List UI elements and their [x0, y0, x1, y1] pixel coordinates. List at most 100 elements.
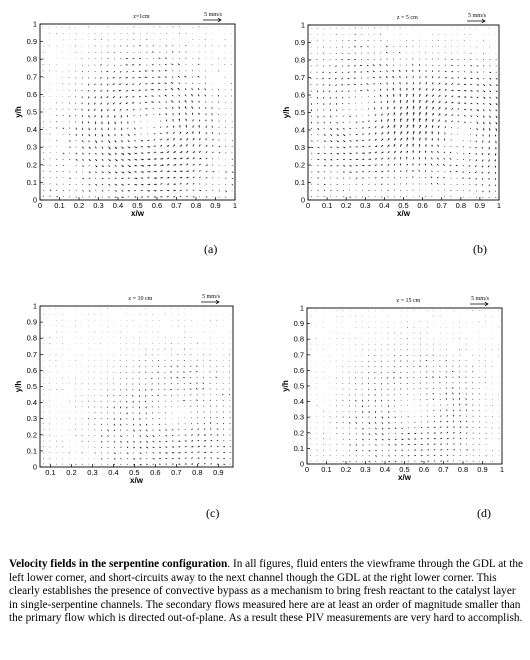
vector-arrow-head — [445, 101, 448, 103]
vector-arrow-head — [210, 427, 212, 430]
vector-arrow-head — [458, 108, 460, 110]
vector-arrow — [394, 394, 396, 396]
vector-arrow-head — [356, 177, 358, 179]
vector-arrow-head — [140, 447, 142, 449]
vector-arrow-head — [381, 126, 384, 128]
vector-arrow-head — [119, 96, 122, 99]
vector-arrow-head — [132, 418, 134, 420]
vector-arrow-head — [381, 138, 384, 141]
vector-arrow-head — [199, 163, 201, 165]
vector-arrow-head — [195, 388, 197, 390]
vector-arrow-head — [412, 75, 414, 78]
vector-arrow-head — [126, 109, 128, 111]
vector-arrow-head — [186, 143, 188, 146]
vector-arrow-head — [434, 438, 437, 440]
vector-arrow-head — [153, 452, 155, 454]
vector-arrow-head — [388, 411, 390, 414]
vector-arrow-head — [366, 64, 368, 67]
vector-arrow-head — [223, 457, 226, 459]
vector-arrow-head — [449, 158, 451, 160]
vector-arrow-head — [193, 151, 196, 153]
vector-arrow-head — [219, 145, 221, 147]
vector-arrow — [100, 429, 103, 431]
vector-arrow-head — [135, 152, 138, 155]
vector-arrow — [439, 365, 441, 367]
vector-arrow-head — [211, 440, 213, 442]
vector-arrow — [329, 416, 331, 418]
vector-arrow-head — [115, 171, 118, 174]
vector-arrow-head — [488, 147, 490, 150]
vector-arrow-head — [329, 97, 331, 100]
vector-arrow-head — [489, 116, 491, 118]
vector-arrow-head — [387, 118, 389, 121]
vector-arrow-head — [100, 90, 102, 92]
vector-arrow-head — [88, 116, 90, 118]
vector-arrow-head — [195, 382, 198, 384]
vector-arrow-head — [172, 118, 174, 121]
vector-arrow-head — [122, 159, 124, 161]
vector-arrow-head — [375, 151, 378, 153]
vector-arrow-head — [434, 454, 436, 456]
vector-arrow-head — [76, 153, 78, 155]
vector-arrow-head — [477, 90, 479, 92]
vector-arrow-head — [460, 438, 462, 439]
vector-arrow-head — [142, 171, 145, 173]
vector-arrow-head — [394, 417, 396, 419]
vector-arrow-head — [458, 89, 461, 92]
vector-arrow — [368, 438, 370, 440]
vector-arrow-head — [88, 140, 90, 143]
vector-arrow-head — [355, 417, 357, 419]
vector-arrow-head — [453, 431, 455, 433]
vector-field-d: 0 0.1 0.2 0.3 0.4 0.5 0.6 0.7 0.8 0.9 100.10.20.30… — [281, 296, 504, 482]
vector-arrow — [185, 57, 187, 59]
vector-arrow-head — [392, 93, 395, 96]
vector-arrow-head — [129, 153, 131, 155]
vector-arrow-head — [451, 71, 454, 73]
vector-arrow-head — [418, 117, 421, 121]
vector-arrow — [191, 70, 194, 72]
vector-arrow — [439, 387, 441, 390]
y-tick-label: 0.2 — [27, 430, 37, 439]
vector-arrow — [466, 437, 468, 440]
vector-arrow-head — [353, 83, 356, 86]
vector-arrow — [393, 183, 396, 185]
vector-arrow-head — [430, 176, 432, 178]
vector-arrow-head — [176, 377, 178, 379]
vector-arrow-head — [434, 443, 436, 445]
vector-arrow-head — [134, 189, 137, 192]
vector-arrow-head — [368, 422, 371, 425]
vector-arrow-head — [375, 120, 377, 122]
vector-arrow-head — [157, 394, 159, 396]
vector-arrow — [107, 64, 109, 66]
vector-arrow-head — [375, 138, 377, 141]
vector-arrow-head — [441, 449, 443, 451]
vector-arrow-head — [366, 71, 368, 73]
vector-arrow-head — [144, 101, 147, 104]
vector-arrow — [203, 422, 206, 425]
vector-arrow-head — [334, 65, 337, 67]
vector-arrow-head — [379, 88, 382, 90]
vector-arrow-head — [88, 84, 90, 86]
vector-arrow-head — [381, 183, 384, 185]
x-tick-label: 0.7 — [171, 468, 181, 477]
vector-arrow-head — [145, 108, 147, 110]
vector-arrow-head — [369, 158, 372, 160]
vector-arrow-head — [464, 90, 467, 92]
vector-arrow-head — [387, 106, 389, 109]
panel-label-d: (d) — [477, 506, 491, 520]
vector-arrow-head — [206, 196, 208, 198]
vector-arrow — [478, 376, 480, 378]
vector-arrow-head — [439, 101, 441, 103]
vector-arrow-head — [159, 452, 162, 454]
vector-arrow-head — [217, 434, 219, 436]
vector-arrow — [459, 371, 461, 373]
vector-arrow-head — [425, 124, 428, 127]
vector-arrow-head — [171, 51, 173, 53]
vector-arrow-head — [82, 190, 84, 192]
vector-arrow-head — [446, 431, 448, 433]
vector-arrow-head — [369, 127, 371, 129]
z-position-label: z = 5 cm — [397, 15, 418, 21]
vector-arrow-head — [144, 401, 146, 403]
vector-arrow-head — [350, 158, 352, 161]
vector-arrow-head — [187, 183, 189, 185]
